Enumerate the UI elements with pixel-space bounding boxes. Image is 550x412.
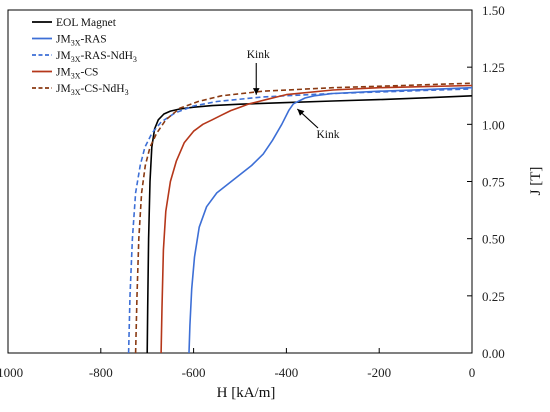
x-tick-label: 0 <box>469 365 476 380</box>
y-tick-label: 0.75 <box>482 175 505 190</box>
y-axis-label: J [T] <box>528 167 544 196</box>
annotations: Kink Kink <box>247 49 340 141</box>
x-tick-label: -600 <box>182 365 206 380</box>
legend-label: JM3X-CS <box>56 67 98 81</box>
x-axis-label: H [kA/m] <box>217 385 276 401</box>
x-axis-ticks: -1000 -800 -600 -400 -200 0 <box>0 348 475 380</box>
kink-arrow-lower <box>296 108 319 129</box>
y-axis-ticks: 0.00 0.25 0.50 0.75 1.00 1.25 1.50 <box>467 3 505 361</box>
y-tick-label: 1.25 <box>482 60 505 75</box>
series-line-3 <box>127 88 473 354</box>
series-lines <box>127 82 473 354</box>
legend-label: JM3X-RAS <box>56 34 107 48</box>
series-line-5 <box>134 82 473 354</box>
y-tick-label: 0.25 <box>482 289 505 304</box>
plot-area <box>7 9 473 354</box>
kink-label-lower: Kink <box>317 129 340 141</box>
x-tick-label: -1000 <box>0 365 23 380</box>
legend-label: JM3X-RAS-NdH3 <box>56 50 137 64</box>
kink-label-upper: Kink <box>247 49 270 61</box>
legend: EOL Magnet JM3X-RAS JM3X-RAS-NdH3 JM3X-CS JM… <box>32 17 137 97</box>
y-tick-label: 1.00 <box>482 117 505 132</box>
y-tick-label: 0.50 <box>482 232 505 247</box>
series-line-4 <box>160 84 473 354</box>
x-tick-label: -800 <box>89 365 113 380</box>
legend-label: JM3X-CS-NdH3 <box>56 83 129 97</box>
y-tick-label: 0.00 <box>482 346 505 361</box>
legend-label: EOL Magnet <box>56 17 117 29</box>
x-tick-label: -200 <box>367 365 391 380</box>
y-tick-label: 1.50 <box>482 3 505 18</box>
series-line-1 <box>146 95 473 354</box>
x-tick-label: -400 <box>274 365 298 380</box>
